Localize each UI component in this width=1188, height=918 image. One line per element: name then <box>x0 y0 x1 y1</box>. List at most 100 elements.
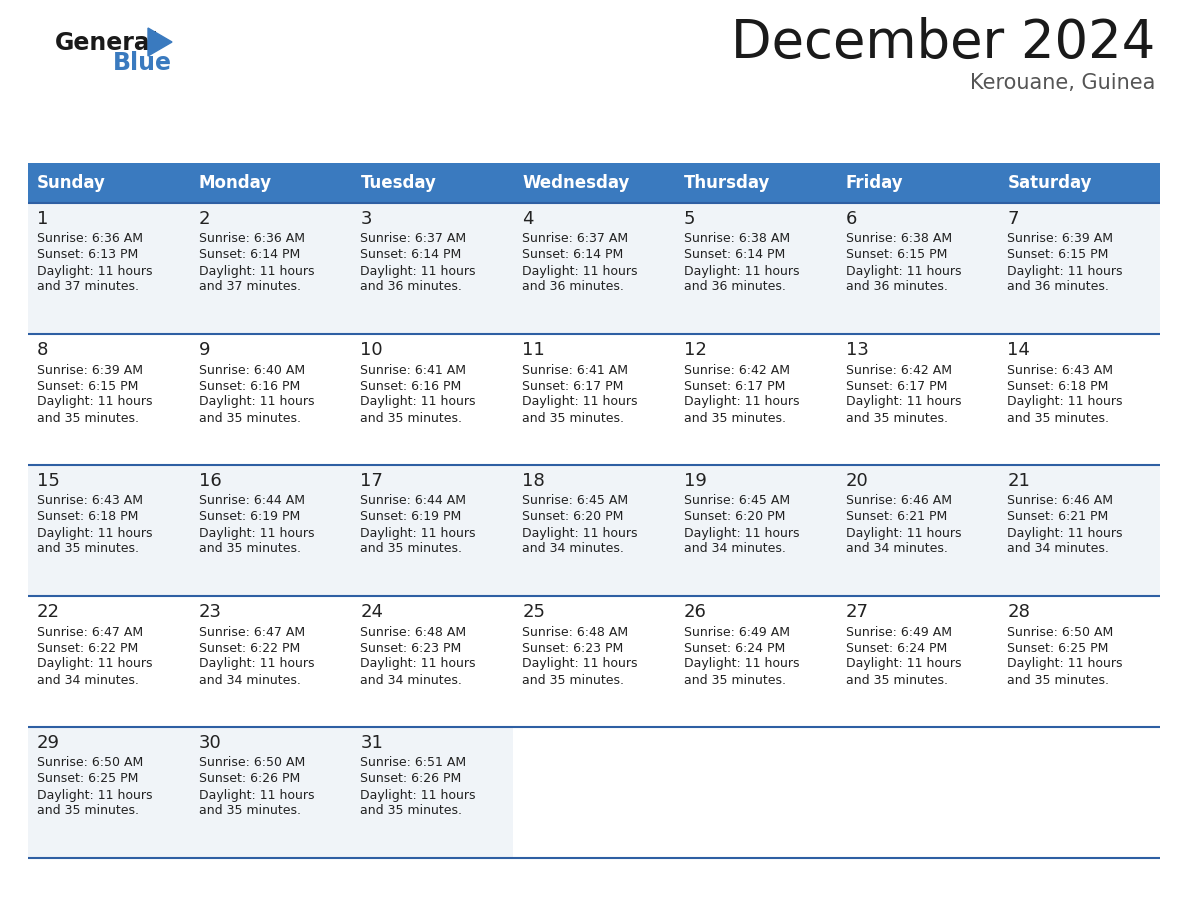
Text: Daylight: 11 hours: Daylight: 11 hours <box>684 657 800 670</box>
Text: Daylight: 11 hours: Daylight: 11 hours <box>523 264 638 277</box>
Text: Daylight: 11 hours: Daylight: 11 hours <box>37 396 152 409</box>
Text: Daylight: 11 hours: Daylight: 11 hours <box>360 396 476 409</box>
Text: Daylight: 11 hours: Daylight: 11 hours <box>684 527 800 540</box>
Bar <box>29 727 1159 858</box>
Text: Sunset: 6:18 PM: Sunset: 6:18 PM <box>37 510 138 523</box>
Bar <box>836 727 998 858</box>
Text: 23: 23 <box>198 603 222 621</box>
Text: Sunrise: 6:40 AM: Sunrise: 6:40 AM <box>198 364 305 376</box>
Text: Sunrise: 6:38 AM: Sunrise: 6:38 AM <box>846 232 952 245</box>
Text: Sunset: 6:24 PM: Sunset: 6:24 PM <box>684 642 785 655</box>
Text: Monday: Monday <box>198 174 272 192</box>
Text: 11: 11 <box>523 341 545 359</box>
Text: and 37 minutes.: and 37 minutes. <box>37 281 139 294</box>
Text: 12: 12 <box>684 341 707 359</box>
Text: Sunrise: 6:47 AM: Sunrise: 6:47 AM <box>37 625 143 639</box>
Text: 9: 9 <box>198 341 210 359</box>
Text: Sunrise: 6:42 AM: Sunrise: 6:42 AM <box>846 364 952 376</box>
Text: 8: 8 <box>37 341 49 359</box>
Bar <box>352 163 513 203</box>
Text: Daylight: 11 hours: Daylight: 11 hours <box>1007 657 1123 670</box>
Text: 2: 2 <box>198 210 210 228</box>
Text: and 36 minutes.: and 36 minutes. <box>523 281 624 294</box>
Text: and 35 minutes.: and 35 minutes. <box>37 804 139 818</box>
Text: and 36 minutes.: and 36 minutes. <box>846 281 948 294</box>
Text: Sunset: 6:26 PM: Sunset: 6:26 PM <box>198 773 299 786</box>
Text: and 35 minutes.: and 35 minutes. <box>846 411 948 424</box>
Bar <box>190 163 352 203</box>
Text: Sunset: 6:13 PM: Sunset: 6:13 PM <box>37 249 138 262</box>
Text: and 34 minutes.: and 34 minutes. <box>37 674 139 687</box>
Text: 24: 24 <box>360 603 384 621</box>
Text: and 34 minutes.: and 34 minutes. <box>360 674 462 687</box>
Text: Daylight: 11 hours: Daylight: 11 hours <box>198 264 314 277</box>
Text: and 35 minutes.: and 35 minutes. <box>198 411 301 424</box>
Text: 31: 31 <box>360 734 384 752</box>
Text: Daylight: 11 hours: Daylight: 11 hours <box>684 396 800 409</box>
Text: Daylight: 11 hours: Daylight: 11 hours <box>360 264 476 277</box>
Text: Sunrise: 6:48 AM: Sunrise: 6:48 AM <box>360 625 467 639</box>
Text: 26: 26 <box>684 603 707 621</box>
Text: Sunset: 6:19 PM: Sunset: 6:19 PM <box>198 510 299 523</box>
Text: Sunset: 6:14 PM: Sunset: 6:14 PM <box>684 249 785 262</box>
Text: 3: 3 <box>360 210 372 228</box>
Text: Tuesday: Tuesday <box>360 174 436 192</box>
Text: Sunset: 6:24 PM: Sunset: 6:24 PM <box>846 642 947 655</box>
Text: and 35 minutes.: and 35 minutes. <box>360 411 462 424</box>
Text: 18: 18 <box>523 472 545 490</box>
Text: 28: 28 <box>1007 603 1030 621</box>
Text: and 37 minutes.: and 37 minutes. <box>198 281 301 294</box>
Text: Daylight: 11 hours: Daylight: 11 hours <box>360 657 476 670</box>
Text: Sunset: 6:23 PM: Sunset: 6:23 PM <box>523 642 624 655</box>
Text: Daylight: 11 hours: Daylight: 11 hours <box>1007 264 1123 277</box>
Text: and 34 minutes.: and 34 minutes. <box>684 543 785 555</box>
Text: Sunrise: 6:36 AM: Sunrise: 6:36 AM <box>37 232 143 245</box>
Text: and 35 minutes.: and 35 minutes. <box>1007 411 1110 424</box>
Bar <box>29 203 1159 334</box>
Text: 5: 5 <box>684 210 695 228</box>
Text: Sunrise: 6:39 AM: Sunrise: 6:39 AM <box>37 364 143 376</box>
Text: 6: 6 <box>846 210 857 228</box>
Text: Friday: Friday <box>846 174 903 192</box>
Bar <box>513 163 675 203</box>
Bar <box>513 727 675 858</box>
Text: Sunrise: 6:45 AM: Sunrise: 6:45 AM <box>684 495 790 508</box>
Text: Daylight: 11 hours: Daylight: 11 hours <box>846 264 961 277</box>
Text: and 35 minutes.: and 35 minutes. <box>198 804 301 818</box>
Polygon shape <box>148 28 172 56</box>
Text: Saturday: Saturday <box>1007 174 1092 192</box>
Text: 15: 15 <box>37 472 59 490</box>
Text: Sunday: Sunday <box>37 174 106 192</box>
Text: Thursday: Thursday <box>684 174 770 192</box>
Text: Wednesday: Wednesday <box>523 174 630 192</box>
Text: Sunset: 6:18 PM: Sunset: 6:18 PM <box>1007 379 1108 393</box>
Text: 13: 13 <box>846 341 868 359</box>
Text: Sunrise: 6:37 AM: Sunrise: 6:37 AM <box>523 232 628 245</box>
Text: Sunset: 6:20 PM: Sunset: 6:20 PM <box>523 510 624 523</box>
Text: and 35 minutes.: and 35 minutes. <box>684 674 785 687</box>
Text: Sunrise: 6:39 AM: Sunrise: 6:39 AM <box>1007 232 1113 245</box>
Text: General: General <box>55 31 159 55</box>
Text: 21: 21 <box>1007 472 1030 490</box>
Bar <box>29 596 1159 727</box>
Text: Sunrise: 6:50 AM: Sunrise: 6:50 AM <box>1007 625 1113 639</box>
Text: Daylight: 11 hours: Daylight: 11 hours <box>198 657 314 670</box>
Text: Sunset: 6:21 PM: Sunset: 6:21 PM <box>1007 510 1108 523</box>
Text: Sunrise: 6:46 AM: Sunrise: 6:46 AM <box>1007 495 1113 508</box>
Text: Sunrise: 6:45 AM: Sunrise: 6:45 AM <box>523 495 628 508</box>
Text: Daylight: 11 hours: Daylight: 11 hours <box>846 396 961 409</box>
Text: and 35 minutes.: and 35 minutes. <box>198 543 301 555</box>
Text: Daylight: 11 hours: Daylight: 11 hours <box>523 396 638 409</box>
Text: 16: 16 <box>198 472 221 490</box>
Text: and 35 minutes.: and 35 minutes. <box>1007 674 1110 687</box>
Text: and 34 minutes.: and 34 minutes. <box>846 543 948 555</box>
Text: and 36 minutes.: and 36 minutes. <box>684 281 785 294</box>
Text: Sunset: 6:15 PM: Sunset: 6:15 PM <box>1007 249 1108 262</box>
Text: 25: 25 <box>523 603 545 621</box>
Text: Sunset: 6:16 PM: Sunset: 6:16 PM <box>198 379 299 393</box>
Text: Daylight: 11 hours: Daylight: 11 hours <box>37 657 152 670</box>
Text: 1: 1 <box>37 210 49 228</box>
Text: Sunrise: 6:44 AM: Sunrise: 6:44 AM <box>198 495 304 508</box>
Text: Sunrise: 6:41 AM: Sunrise: 6:41 AM <box>523 364 628 376</box>
Text: Sunset: 6:14 PM: Sunset: 6:14 PM <box>360 249 462 262</box>
